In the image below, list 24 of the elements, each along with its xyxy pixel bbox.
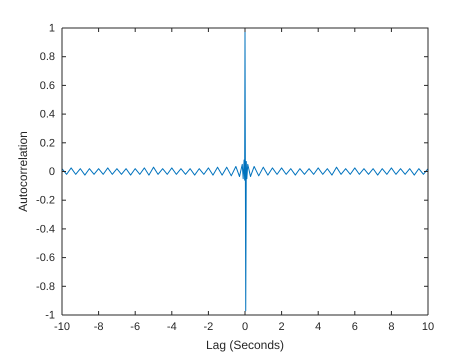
- y-tick-label: -1: [45, 310, 55, 322]
- y-tick-label: 0.6: [40, 80, 55, 92]
- y-tick-label: 0: [48, 166, 55, 178]
- x-tick-label: -8: [94, 320, 104, 333]
- y-tick-label: -0.2: [36, 194, 55, 207]
- x-tick-label: -4: [166, 320, 177, 333]
- y-tick-label: 0.4: [40, 108, 55, 121]
- x-axis-title: Lag (Seconds): [206, 338, 284, 352]
- y-tick-label: -0.4: [36, 223, 55, 236]
- x-tick-label: -2: [204, 320, 214, 333]
- y-tick-label: -0.6: [36, 252, 55, 264]
- y-tick-label: 0.2: [40, 137, 55, 150]
- x-tick-label: 8: [388, 320, 394, 333]
- x-tick-label: 2: [278, 320, 285, 333]
- x-tick-label: -10: [54, 320, 70, 333]
- x-tick-label: 6: [352, 320, 358, 333]
- y-tick-label: -0.8: [36, 280, 55, 293]
- y-axis-title: Autocorrelation: [16, 131, 30, 212]
- x-tick-label: 4: [315, 320, 322, 333]
- y-tick-label: 1: [48, 22, 55, 35]
- x-tick-label: -6: [130, 320, 140, 333]
- x-tick-label: 0: [242, 320, 248, 333]
- y-tick-label: 0.8: [40, 51, 55, 64]
- x-tick-label: 10: [422, 320, 434, 333]
